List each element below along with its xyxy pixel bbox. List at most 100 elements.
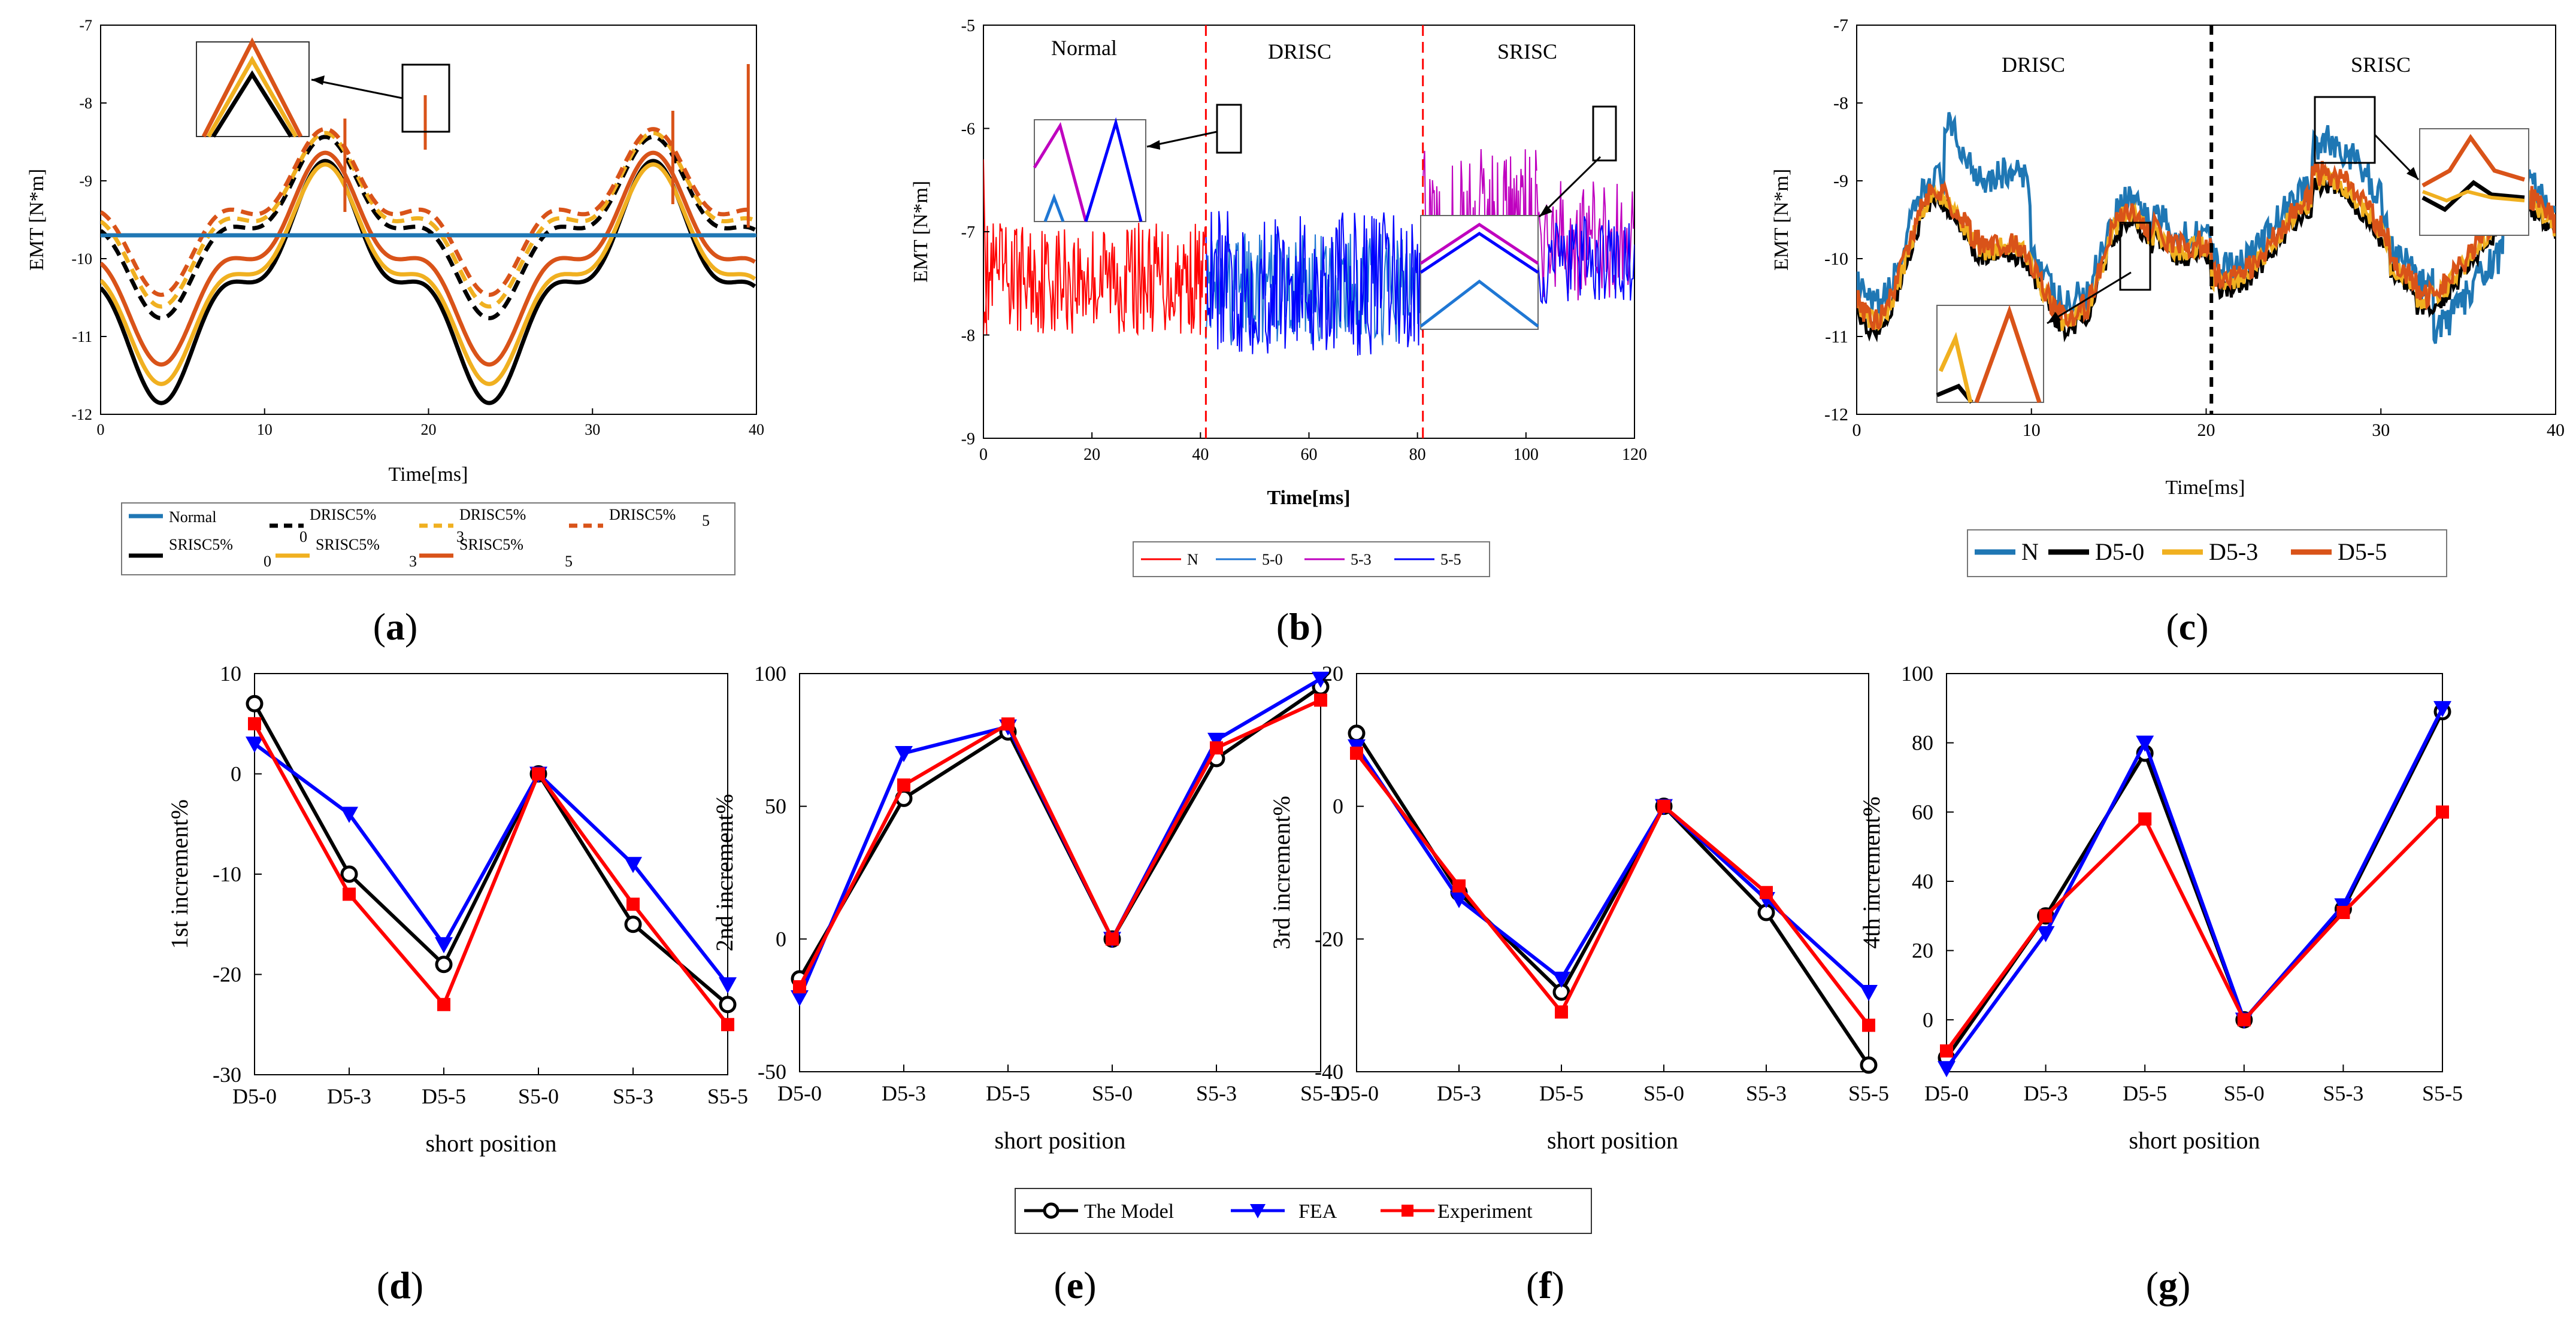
g-marker-experiment: [1940, 1044, 1953, 1058]
panel-label-c: (c): [2166, 605, 2208, 648]
b-ytick-label: -8: [961, 327, 975, 345]
panel-c-xlabel: Time[ms]: [2166, 477, 2245, 499]
f-xtick-label: S5-0: [1643, 1081, 1684, 1105]
g-marker-fea: [2433, 701, 2451, 717]
panel-label-e: (e): [1054, 1264, 1096, 1306]
e-xlabel: short position: [995, 1127, 1126, 1154]
f-marker-fea: [1860, 985, 1878, 1001]
d-marker-fea: [435, 937, 453, 954]
b-xtick-label: 20: [1083, 445, 1100, 464]
d-xtick-label: S5-3: [613, 1084, 653, 1108]
g-line-fea: [1945, 707, 2444, 1069]
g-xtick-label: D5-3: [2024, 1081, 2068, 1105]
e-marker-experiment: [897, 778, 910, 792]
a-series-5: [101, 162, 756, 386]
f-xtick-label: D5-5: [1539, 1081, 1584, 1105]
panel-c-section-drisc: DRISC: [2002, 53, 2065, 77]
panel-label-d: (d): [377, 1264, 423, 1306]
g-xlabel: short position: [2129, 1127, 2260, 1154]
b-xtick-label: 100: [1513, 445, 1539, 464]
bottom-legend: The Model FEA Experiment: [1015, 1188, 1592, 1234]
f-marker-experiment: [1760, 886, 1773, 899]
f-ytick-label: 0: [1333, 795, 1343, 818]
f-xtick-label: D5-0: [1334, 1081, 1379, 1105]
f-ylabel: 3rd increment%: [1268, 796, 1295, 950]
d-marker-the-model: [246, 695, 264, 712]
d-ytick-label: -30: [213, 1063, 241, 1087]
panel-b-section-srisc: SRISC: [1497, 40, 1557, 63]
g-marker-experiment: [2237, 1013, 2251, 1027]
f-xtick-label: S5-5: [1848, 1081, 1889, 1105]
d-line-experiment: [253, 723, 729, 1026]
f-xtick-label: S5-3: [1746, 1081, 1787, 1105]
b-series-n: [983, 223, 1206, 336]
a-ytick-label: -7: [79, 17, 92, 34]
d-marker-experiment: [532, 767, 545, 781]
d-marker-experiment: [721, 1018, 734, 1032]
a-series-3: [101, 127, 756, 297]
c-ytick-label: -11: [1825, 327, 1848, 347]
e-marker-experiment: [1314, 693, 1327, 707]
f-xtick-label: D5-3: [1437, 1081, 1481, 1105]
e-xtick-label: D5-3: [882, 1081, 926, 1105]
c-ytick-label: -12: [1824, 405, 1848, 425]
c-xtick-label: 40: [2547, 420, 2565, 440]
g-marker-experiment: [2039, 909, 2053, 923]
panel-label-f: (f): [1526, 1264, 1564, 1306]
f-marker-the-model: [1860, 1056, 1878, 1074]
c-ytick-label: -9: [1833, 171, 1848, 191]
d-ylabel: 1st increment%: [166, 799, 193, 949]
e-ylabel: 2nd increment%: [711, 794, 738, 951]
d-marker-experiment: [248, 717, 261, 730]
panel-b-zoom-inset-1: [1033, 104, 1242, 222]
legend-b-5-3: 5-3: [1351, 551, 1372, 568]
d-marker-experiment: [343, 887, 356, 901]
legend-b-5-5: 5-5: [1440, 551, 1461, 568]
panel-label-f-letter: f: [1539, 1264, 1552, 1306]
g-marker-fea: [2036, 926, 2055, 942]
d-xtick-label: D5-3: [327, 1084, 371, 1108]
panel-b-legend: N 5-0 5-3 5-5: [1133, 541, 1490, 577]
b-series-5-3-tail: [1536, 181, 1634, 301]
panel-c-section-srisc: SRISC: [2351, 53, 2411, 77]
d-marker-the-model: [624, 915, 642, 933]
a-series-6: [101, 150, 756, 367]
e-marker-experiment: [793, 980, 806, 994]
panel-d-plot-frame: [254, 673, 728, 1075]
d-ytick-label: 0: [231, 762, 241, 786]
g-marker-fea: [2136, 735, 2154, 752]
panel-a-tick-labels: 0 10 20 30 40 -12 -11 -10 -9 -8 -7: [71, 17, 764, 438]
a-series-4: [101, 159, 756, 405]
e-marker-fea: [1312, 671, 1330, 688]
g-xtick-label: D5-5: [2123, 1081, 2167, 1105]
d-marker-fea: [719, 977, 737, 994]
e-marker-fea: [1207, 732, 1225, 749]
g-marker-experiment: [2436, 805, 2449, 819]
legend-experiment: Experiment: [1437, 1200, 1533, 1223]
panel-b-ylabel: EMT [N*m]: [910, 181, 932, 283]
panel-label-g-letter: g: [2159, 1264, 2178, 1306]
f-marker-experiment: [1657, 799, 1670, 813]
panel-b-section-drisc: DRISC: [1268, 40, 1331, 63]
c-xtick-label: 0: [1852, 420, 1861, 440]
legend-fea: FEA: [1298, 1200, 1337, 1223]
panel-g-plot-frame: [1946, 673, 2443, 1072]
legend-c-d5-5: D5-5: [2338, 538, 2387, 565]
panel-d: D5-0 D5-3 D5-5 S5-0 S5-3 S5-5 -30 -20 -10 0 10 1st …: [166, 662, 748, 1157]
panel-a: 0 10 20 30 40-12-11-10-9-8-7 EMT [N*m] Time[…: [26, 17, 764, 648]
f-marker-experiment: [1350, 747, 1363, 760]
panel-label-c-letter: c: [2179, 605, 2196, 648]
d-marker-fea: [624, 857, 642, 874]
panel-f-plot-frame: [1356, 673, 1869, 1072]
b-series-n-start: [983, 159, 988, 335]
f-xlabel: short position: [1547, 1127, 1678, 1154]
g-ytick-label: 60: [1912, 800, 1933, 824]
g-marker-experiment: [2138, 812, 2152, 826]
b-series-5-5: [1205, 211, 1422, 356]
a-ytick-label: -12: [71, 406, 92, 423]
f-marker-fea: [1552, 971, 1570, 988]
legend-the-model: The Model: [1084, 1200, 1174, 1223]
d-xtick-label: D5-5: [422, 1084, 466, 1108]
b-xtick-label: 80: [1409, 445, 1426, 464]
